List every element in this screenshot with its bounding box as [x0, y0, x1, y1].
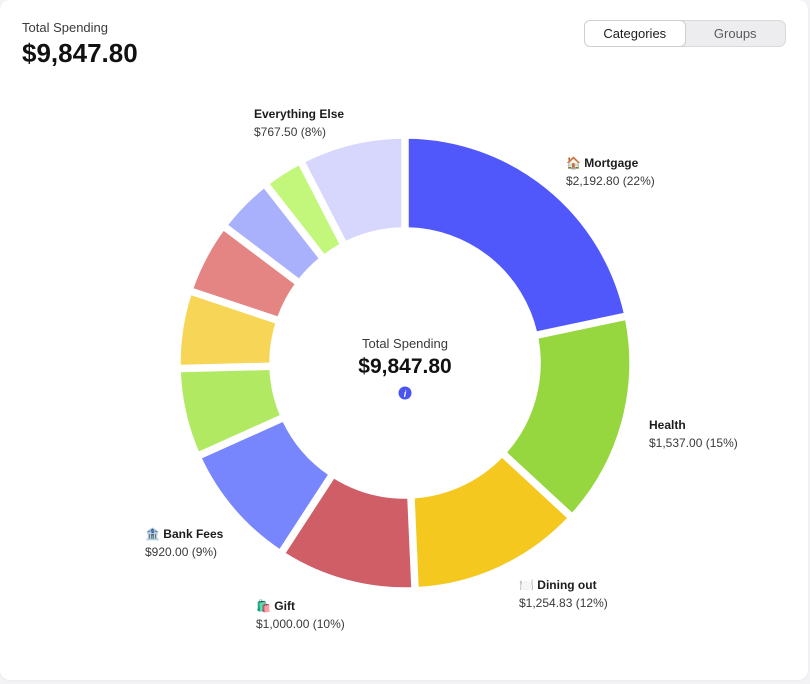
view-toggle: Categories Groups [584, 20, 786, 47]
slice-value-mortgage: $2,192.80 (22%) [566, 174, 655, 188]
slice-value-everything-else: $767.50 (8%) [254, 125, 326, 139]
slice-label-mortgage: 🏠 Mortgage [566, 156, 639, 170]
donut-slice-9[interactable] [268, 163, 342, 256]
center-total-label: Total Spending [362, 336, 448, 351]
slice-value-health: $1,537.00 (15%) [649, 436, 738, 450]
svg-text:i: i [404, 389, 407, 399]
donut-slice-6[interactable] [179, 293, 277, 367]
donut-slice-gift[interactable] [284, 477, 413, 589]
slice-label-bank-fees: 🏦 Bank Fees [145, 527, 224, 541]
tab-categories[interactable]: Categories [584, 20, 686, 47]
slice-value-bank-fees: $920.00 (9%) [145, 545, 217, 559]
donut-slice-everything-else[interactable] [303, 137, 403, 243]
donut-slice-5[interactable] [179, 368, 282, 454]
donut-slice-mortgage[interactable] [407, 137, 626, 333]
center-total-value: $9,847.80 [358, 355, 451, 378]
slice-value-dining-out: $1,254.83 (12%) [519, 596, 608, 610]
slice-value-gift: $1,000.00 (10%) [256, 617, 345, 631]
tab-groups[interactable]: Groups [713, 26, 757, 41]
slice-label-everything-else: Everything Else [254, 107, 344, 121]
donut-slice-dining-out[interactable] [413, 456, 569, 589]
slice-label-health: Health [649, 418, 686, 432]
donut-slice-bank-fees[interactable] [200, 420, 330, 551]
header-total-label: Total Spending [22, 20, 109, 35]
donut-slice-health[interactable] [505, 318, 631, 515]
info-icon[interactable]: i [398, 386, 412, 400]
slice-label-dining-out: 🍽️ Dining out [519, 578, 597, 592]
header-total-value: $9,847.80 [22, 38, 138, 68]
donut-slice-8[interactable] [226, 186, 321, 281]
slice-label-gift: 🛍️ Gift [256, 599, 295, 613]
donut-slice-7[interactable] [191, 229, 297, 319]
